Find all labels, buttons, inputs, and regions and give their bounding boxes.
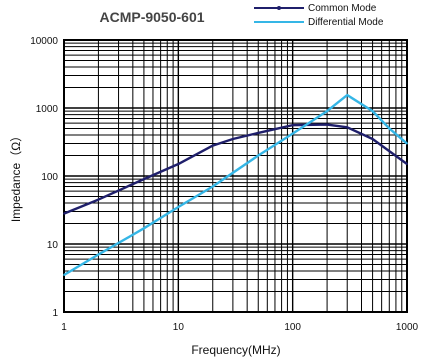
data-point-common-mode [143, 178, 145, 181]
series-line-differential-mode [63, 93, 408, 277]
data-point-common-mode [211, 144, 214, 147]
x-tick-label: 1 [61, 322, 67, 333]
data-point-differential-mode [326, 110, 328, 113]
y-tick-label: 1000 [36, 104, 59, 115]
x-tick-label: 1000 [396, 322, 419, 333]
legend: Common Mode Differential Mode [254, 3, 384, 28]
legend-label-differential-mode: Differential Mode [308, 17, 384, 28]
y-tick-label: 10000 [30, 36, 58, 47]
data-point-differential-mode [371, 110, 374, 113]
x-tick-label: 10 [173, 322, 185, 333]
tick-labels: 1 10 100 1000 1 10 100 1000 10000 [30, 36, 418, 333]
data-point-differential-mode [63, 274, 65, 276]
data-point-differential-mode [97, 253, 100, 256]
x-axis-label: Frequency(MHz) [191, 343, 280, 357]
legend-marker-common-mode [277, 6, 281, 10]
data-point-common-mode [291, 124, 294, 127]
y-tick-label: 1 [52, 308, 58, 319]
data-point-common-mode [97, 198, 100, 201]
grid [64, 40, 407, 312]
y-tick-label: 10 [47, 240, 59, 251]
data-point-differential-mode [291, 132, 294, 135]
data-point-differential-mode [177, 206, 180, 208]
data-point-differential-mode [143, 227, 145, 230]
x-tick-label: 100 [284, 322, 301, 333]
data-point-common-mode [63, 212, 65, 215]
series-line-common-mode [63, 123, 408, 215]
data-point-common-mode [177, 163, 180, 165]
chart-title: ACMP-9050-601 [99, 9, 204, 25]
series-layer [63, 93, 408, 277]
plot-frame [63, 39, 408, 313]
legend-label-common-mode: Common Mode [308, 3, 377, 14]
data-point-differential-mode [388, 127, 391, 130]
data-point-differential-mode [406, 142, 408, 145]
data-point-common-mode [371, 138, 374, 140]
y-axis-label: Impedance（Ω） [9, 130, 23, 222]
data-point-common-mode [257, 132, 260, 134]
data-point-common-mode [346, 126, 349, 129]
data-point-differential-mode [257, 154, 260, 157]
data-point-common-mode [231, 138, 234, 140]
data-point-common-mode [326, 123, 328, 126]
data-point-differential-mode [346, 94, 349, 96]
data-point-common-mode [406, 163, 408, 165]
y-tick-label: 100 [41, 172, 58, 183]
data-point-differential-mode [211, 185, 214, 188]
